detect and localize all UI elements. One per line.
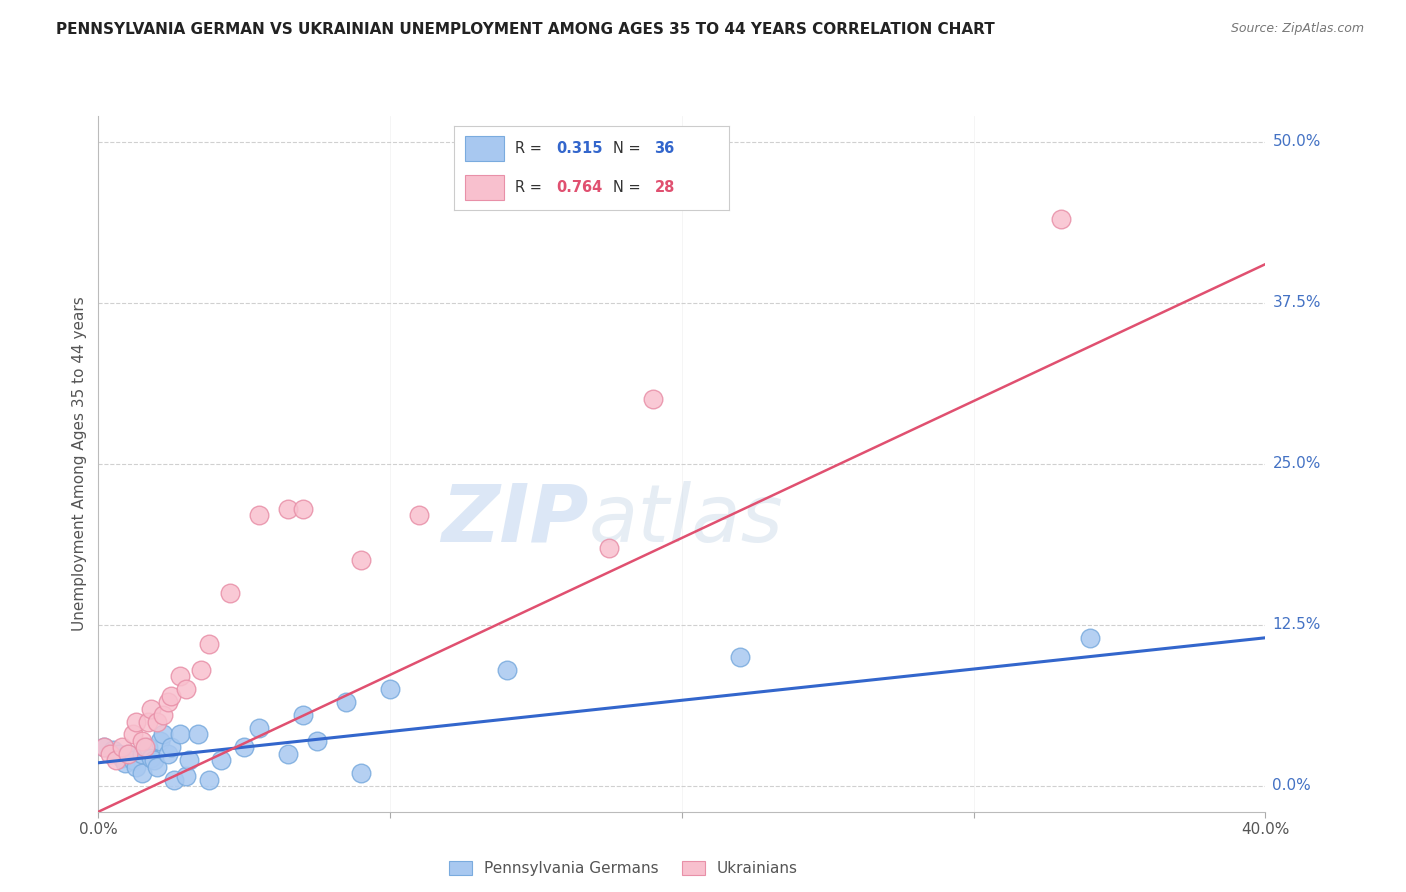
Point: [198, 772, 221, 787]
Point: [169, 727, 191, 741]
Point: [598, 541, 620, 555]
Text: ZIP: ZIP: [441, 481, 589, 558]
Point: [174, 769, 197, 783]
Point: [117, 747, 139, 761]
Point: [152, 727, 174, 741]
Point: [728, 650, 751, 665]
Point: [136, 740, 159, 755]
Text: 12.5%: 12.5%: [1272, 617, 1320, 632]
Point: [218, 585, 240, 599]
Point: [149, 734, 172, 748]
Point: [198, 637, 221, 651]
Text: 25.0%: 25.0%: [1272, 457, 1320, 471]
Point: [139, 701, 162, 715]
Text: atlas: atlas: [589, 481, 783, 558]
Text: Source: ZipAtlas.com: Source: ZipAtlas.com: [1230, 22, 1364, 36]
Text: 50.0%: 50.0%: [1272, 134, 1320, 149]
Point: [1080, 631, 1102, 645]
Point: [134, 740, 156, 755]
Point: [108, 747, 131, 761]
Point: [131, 766, 153, 780]
Point: [104, 753, 127, 767]
Text: 0.0%: 0.0%: [1272, 779, 1312, 794]
Point: [93, 740, 115, 755]
Point: [190, 663, 212, 677]
Point: [122, 753, 145, 767]
Point: [157, 747, 180, 761]
Point: [335, 695, 357, 709]
Point: [277, 747, 299, 761]
Point: [307, 734, 329, 748]
Point: [169, 669, 191, 683]
Point: [291, 708, 314, 723]
Point: [408, 508, 430, 523]
Point: [146, 714, 169, 729]
Point: [160, 689, 183, 703]
Point: [157, 695, 180, 709]
Point: [114, 756, 136, 770]
Point: [350, 553, 373, 567]
Point: [125, 759, 148, 773]
Point: [111, 740, 134, 755]
Point: [131, 734, 153, 748]
Point: [93, 740, 115, 755]
Point: [233, 740, 256, 755]
Point: [117, 747, 139, 761]
Point: [98, 747, 121, 761]
Y-axis label: Unemployment Among Ages 35 to 44 years: Unemployment Among Ages 35 to 44 years: [72, 296, 87, 632]
Point: [146, 759, 169, 773]
Point: [125, 714, 148, 729]
Legend: Pennsylvania Germans, Ukrainians: Pennsylvania Germans, Ukrainians: [441, 854, 806, 884]
Point: [187, 727, 209, 741]
Point: [142, 753, 165, 767]
Point: [136, 714, 159, 729]
Point: [152, 708, 174, 723]
Point: [177, 753, 200, 767]
Text: PENNSYLVANIA GERMAN VS UKRAINIAN UNEMPLOYMENT AMONG AGES 35 TO 44 YEARS CORRELAT: PENNSYLVANIA GERMAN VS UKRAINIAN UNEMPLO…: [56, 22, 995, 37]
Point: [160, 740, 183, 755]
Point: [495, 663, 517, 677]
Point: [247, 721, 270, 735]
Point: [277, 502, 299, 516]
Point: [111, 750, 134, 764]
Point: [1050, 212, 1073, 227]
Point: [209, 753, 232, 767]
Text: 37.5%: 37.5%: [1272, 295, 1320, 310]
Point: [174, 682, 197, 697]
Point: [131, 747, 153, 761]
Point: [247, 508, 270, 523]
Point: [139, 750, 162, 764]
Point: [641, 392, 664, 407]
Point: [101, 743, 124, 757]
Point: [122, 727, 145, 741]
Point: [378, 682, 402, 697]
Point: [350, 766, 373, 780]
Point: [291, 502, 314, 516]
Point: [163, 772, 186, 787]
